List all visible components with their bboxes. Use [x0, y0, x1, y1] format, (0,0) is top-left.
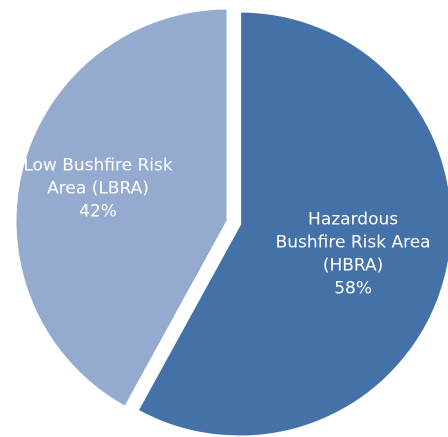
slice-label-1: Low Bushfire Risk Area (LBRA) 42% — [23, 156, 173, 222]
slice-label-0: Hazardous Bushfire Risk Area (HBRA) 58% — [276, 210, 431, 299]
slice-label-line: Area (LBRA) — [47, 179, 149, 199]
slice-percent-label: 58% — [334, 279, 372, 299]
slice-label-line: Bushfire Risk Area — [276, 233, 431, 253]
pie-slice-1 — [13, 6, 230, 410]
slice-percent-label: 42% — [79, 202, 117, 222]
slice-label-line: Hazardous — [308, 210, 398, 230]
slice-label-line: (HBRA) — [323, 256, 383, 276]
slice-label-line: Low Bushfire Risk — [23, 156, 173, 176]
